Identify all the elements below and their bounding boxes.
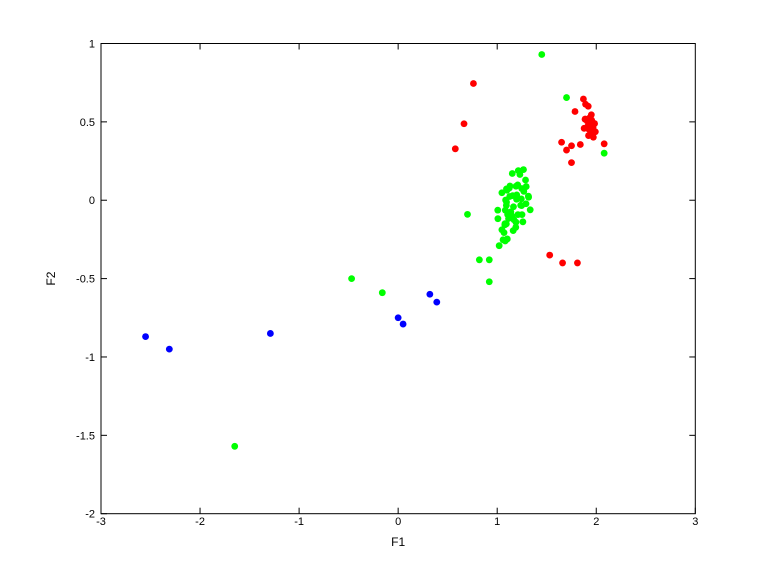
svg-text:0: 0 xyxy=(89,195,95,207)
svg-text:1: 1 xyxy=(494,516,500,528)
svg-text:-2: -2 xyxy=(195,516,205,528)
svg-text:-1.5: -1.5 xyxy=(76,430,95,442)
svg-text:-0.5: -0.5 xyxy=(76,274,95,286)
svg-text:1: 1 xyxy=(89,39,95,51)
svg-text:-3: -3 xyxy=(96,516,106,528)
svg-text:-2: -2 xyxy=(85,509,95,521)
svg-text:0.5: 0.5 xyxy=(80,117,95,129)
svg-text:-1: -1 xyxy=(85,352,95,364)
svg-text:F1: F1 xyxy=(391,535,405,549)
svg-text:-1: -1 xyxy=(294,516,304,528)
svg-text:3: 3 xyxy=(692,516,698,528)
svg-text:F2: F2 xyxy=(44,271,58,285)
svg-text:0: 0 xyxy=(395,516,401,528)
svg-text:2: 2 xyxy=(593,516,599,528)
